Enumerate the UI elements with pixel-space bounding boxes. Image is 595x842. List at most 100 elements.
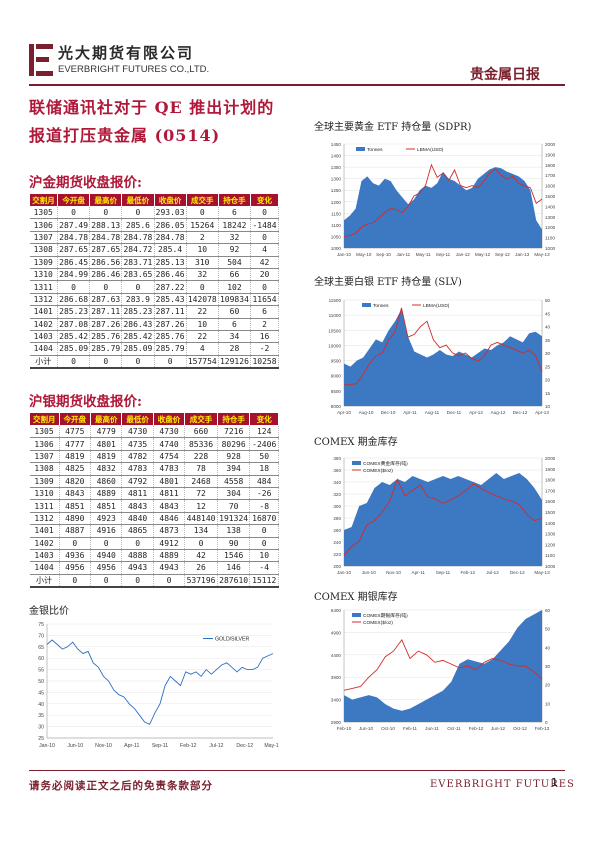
table-header-cell: 变化 [249,412,279,426]
table-row: 1402 287.08 287.26 286.43 287.26 10 6 2 [29,318,279,331]
table-cell: 4887 [59,524,92,538]
table-cell: -2406 [249,437,279,451]
table-cell: 16 [250,330,279,344]
table-cell: 4730 [153,425,186,439]
table-cell: 0 [121,574,154,589]
x-tick-label: Jan-10 [337,252,351,257]
y-left-tick-label: 10500 [328,328,341,333]
y-right-tick-label: 1500 [545,194,556,199]
table-cell: 448140 [184,512,218,526]
table-cell: 286.56 [89,256,123,269]
table-cell: 15264 [186,218,219,232]
table-cell: 7216 [217,425,251,439]
table-cell: 287.22 [154,280,187,294]
y-right-tick-label: 1100 [545,553,555,558]
table-row: 1312 4890 4923 4840 4846 448140 191324 16870 [29,512,279,526]
y-left-tick-label: 8000 [331,404,342,409]
y-left-tick-label: 1200 [331,200,342,205]
legend-label-area: Tonnes [367,147,383,153]
table-cell: 287.63 [89,293,123,307]
slv-chart: 8000 8500 9000 9500 10000 10500 11000 11500 10 15… [314,294,568,420]
table-cell: 0 [121,355,155,370]
table-cell: 10258 [250,355,279,370]
table-cell: 6 [218,318,252,331]
table-row: 1312 286.68 287.63 283.9 285.43 142078 109834 1… [29,293,279,307]
x-tick-label: May-13 [264,743,279,749]
table-cell: 138 [217,524,251,538]
table-cell: 1403 [29,549,60,563]
table-cell: 4811 [153,487,186,501]
x-tick-label: Jun-10 [67,743,83,749]
table-cell: 285.23 [121,305,155,319]
y-left-tick-label: 4900 [331,630,342,635]
y-right-tick-label: 40 [545,645,551,650]
y-left-tick-label: 1400 [331,154,342,159]
table-cell: 537196 [184,574,218,589]
line-series-secondary [343,478,543,556]
table-cell: 928 [217,450,251,464]
chart-title-sdpr: 全球主要黄金 ETF 持仓量 (SDPR) [314,122,472,133]
table-cell: 0 [250,231,279,245]
table-cell: 285.4 [154,243,187,257]
table-cell: 4889 [153,549,186,563]
area-series-primary [344,473,542,566]
table-cell: 85336 [184,437,218,451]
y-tick-label: 45 [38,690,44,696]
chart-title-gold-silver-ratio: 金银比价 [29,606,69,617]
y-right-tick-label: 25 [545,364,551,369]
y-right-tick-label: 2000 [545,456,556,461]
footer-divider [29,770,565,771]
table-row: 1306 287.49 288.13 285.6 286.05 15264 18242 -14… [29,218,279,232]
table-row: 1307 284.78 284.78 284.78 284.78 2 32 0 [29,231,279,245]
x-tick-label: Dec-12 [513,410,528,415]
table-cell: 4840 [121,512,154,526]
y-tick-label: 30 [38,725,44,731]
x-tick-label: Sep-12 [495,252,510,257]
footer-disclaimer: 请务必阅读正文之后的免责条款部分 [29,780,213,792]
table-cell: 1307 [29,450,60,464]
table-cell: 285.79 [89,342,123,356]
table-cell: 4801 [90,437,123,451]
y-left-tick-label: 3900 [331,675,342,680]
y-right-tick-label: 1700 [545,488,556,493]
table-row: 小计 0 0 0 0 157754 129126 10258 [29,355,279,370]
x-tick-label: May-10 [356,252,372,257]
table-cell: 22 [186,305,219,319]
y-left-tick-label: 1350 [331,165,342,170]
x-tick-label: Nov-10 [95,743,112,749]
table-cell: 484 [249,475,279,488]
x-tick-label: Sep-11 [436,252,451,257]
table-cell: 50 [249,450,279,464]
gold-futures-title: 沪金期货收盘报价: [29,175,142,191]
y-tick-label: 50 [38,679,44,685]
table-cell: 1310 [29,487,60,501]
table-cell: 287610 [217,574,251,589]
headline-line-1: 联储通讯社对于 QE 推出计划的 [29,98,275,117]
table-header-cell: 成交手 [184,412,218,426]
table-header-cell: 最低价 [121,193,155,207]
x-tick-label: May-13 [534,252,550,257]
y-left-tick-label: 9000 [331,374,342,379]
y-right-tick-label: 20 [545,378,551,383]
x-tick-label: Nov-10 [386,570,401,575]
y-left-tick-label: 10000 [328,343,341,348]
x-tick-label: Dec-10 [381,410,396,415]
table-cell: 70 [217,499,251,513]
table-cell: 0 [121,537,154,550]
x-tick-label: Apr-12 [469,410,483,415]
x-tick-label: Feb-12 [180,743,197,749]
area-series-primary [344,610,542,722]
table-cell: 15112 [249,574,279,589]
y-left-tick-label: 240 [333,540,341,545]
table-cell: 4956 [90,561,123,575]
table-cell: 4843 [121,499,154,513]
y-left-tick-label: 2900 [331,720,342,725]
table-row: 1310 284.99 286.46 283.65 286.46 32 66 20 [29,268,279,282]
table-cell: 0 [250,206,279,220]
y-right-tick-label: 60 [545,608,551,613]
x-tick-label: Apr-11 [124,743,139,749]
table-cell: 78 [184,462,218,476]
x-tick-label: Feb-10 [337,726,352,731]
y-right-tick-label: 1800 [545,478,556,483]
silver-futures-title: 沪银期货收盘报价: [29,394,142,410]
